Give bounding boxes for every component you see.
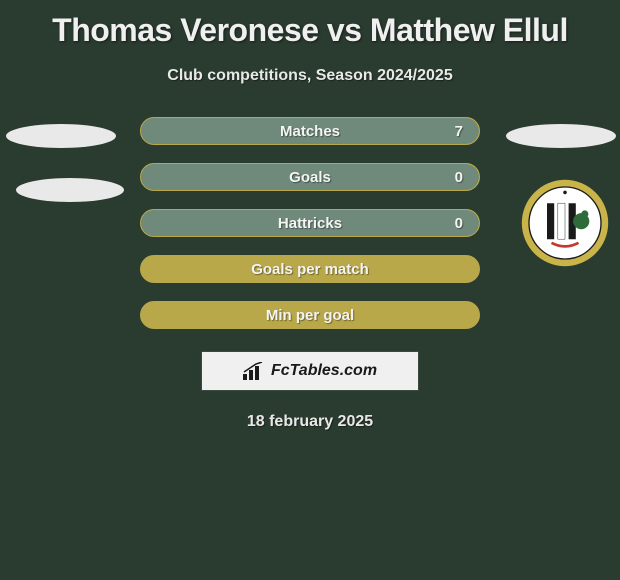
stat-row: Min per goal: [140, 301, 480, 329]
stat-label: Hattricks: [278, 215, 342, 232]
stat-label: Matches: [280, 123, 340, 140]
stat-row: Goals 0: [140, 163, 480, 191]
date-label: 18 february 2025: [0, 413, 620, 431]
stat-label: Goals: [289, 169, 331, 186]
stat-row: Goals per match: [140, 255, 480, 283]
stat-label: Goals per match: [251, 261, 369, 278]
brand-box[interactable]: FcTables.com: [201, 351, 419, 391]
crest-peacock-head: [581, 210, 588, 217]
stat-label: Min per goal: [266, 307, 354, 324]
crest-top-dot: [563, 191, 567, 195]
crest-stripe-2: [558, 203, 565, 239]
stat-row: Hattricks 0: [140, 209, 480, 237]
stat-value-right: 0: [455, 215, 463, 232]
club-crest: [520, 178, 610, 268]
player1-badge-placeholder-1: [6, 124, 116, 148]
player2-badge-placeholder-1: [506, 124, 616, 148]
stat-value-right: 7: [455, 123, 463, 140]
stat-row: Matches 7: [140, 117, 480, 145]
player1-badge-placeholder-2: [16, 178, 124, 202]
brand-chart-icon: [243, 362, 265, 380]
brand-label: FcTables.com: [271, 362, 377, 380]
page-title: Thomas Veronese vs Matthew Ellul: [0, 0, 620, 49]
stat-value-right: 0: [455, 169, 463, 186]
crest-stripe-1: [547, 203, 554, 239]
season-subtitle: Club competitions, Season 2024/2025: [0, 67, 620, 85]
